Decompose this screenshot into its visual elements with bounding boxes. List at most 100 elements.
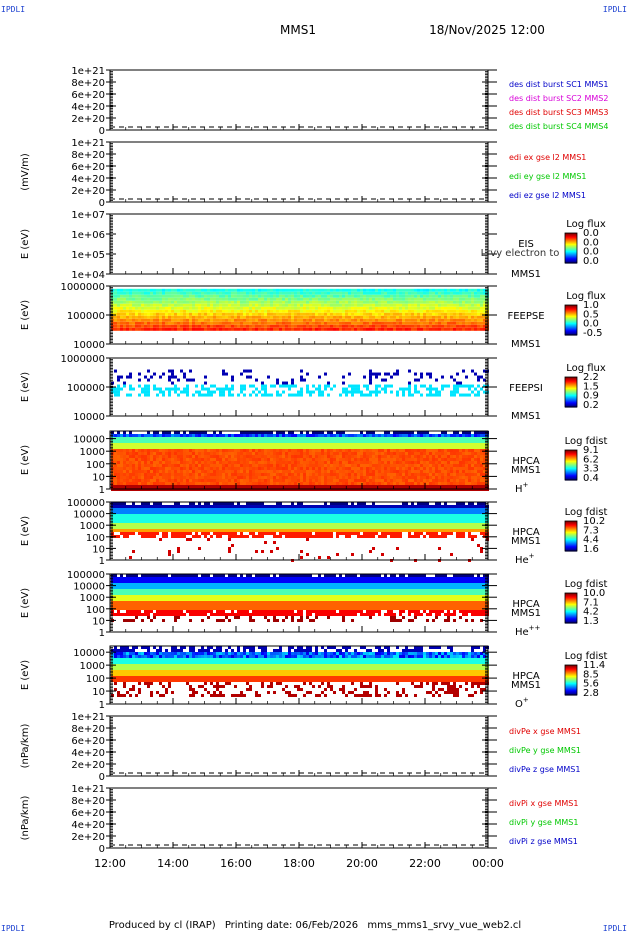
spectrogram-cell	[195, 327, 198, 331]
spectrogram-cell	[225, 372, 228, 376]
spectrogram-cell	[219, 291, 222, 295]
spectrogram-cell	[186, 312, 189, 316]
spectrogram-cells-feepse	[111, 288, 489, 331]
spectrogram-cell	[441, 446, 444, 449]
spectrogram-cell	[411, 321, 414, 325]
spectrogram-cell	[450, 452, 453, 455]
spectrogram-cell	[165, 455, 168, 458]
spectrogram-cell	[156, 482, 159, 485]
spectrogram-cell	[210, 306, 213, 310]
spectrogram-cell	[120, 294, 123, 298]
spectrogram-cell	[126, 306, 129, 310]
spectrogram-cell	[444, 479, 447, 482]
spectrogram-cell	[258, 473, 261, 476]
colorbar-segment	[565, 316, 577, 318]
spectrogram-cell	[360, 458, 363, 461]
spectrogram-cell	[294, 327, 297, 331]
spectrogram-cell	[375, 306, 378, 310]
spectrogram-cell	[417, 297, 420, 301]
colorbar-segment	[565, 253, 577, 255]
spectrogram-cell	[294, 315, 297, 319]
spectrogram-cell	[309, 297, 312, 301]
spectrogram-cell	[387, 470, 390, 473]
spectrogram-cell	[192, 306, 195, 310]
spectrogram-cell	[381, 452, 384, 455]
spectrogram-cell	[432, 324, 435, 328]
spectrogram-cell	[177, 476, 180, 479]
spectrogram-cell	[183, 437, 186, 440]
spectrogram-cell	[159, 375, 162, 379]
spectrogram-cell	[282, 431, 285, 434]
spectrogram-cell	[345, 434, 348, 437]
spectrogram-cell	[429, 321, 432, 325]
spectrogram-cell	[207, 321, 210, 325]
spectrogram-cell	[171, 467, 174, 470]
spectrogram-cell	[282, 476, 285, 479]
spectrogram-cell	[117, 440, 120, 443]
spectrogram-cell	[333, 440, 336, 443]
spectrogram-cell	[300, 300, 303, 304]
spectrogram-cell	[120, 455, 123, 458]
spectrogram-cell	[357, 476, 360, 479]
spectrogram-cell	[435, 315, 438, 319]
spectrogram-cell	[141, 476, 144, 479]
spectrogram-cell	[162, 297, 165, 301]
spectrogram-cell	[387, 372, 390, 376]
spectrogram-cell	[333, 446, 336, 449]
spectrogram-cell	[459, 434, 462, 437]
spectrogram-cell	[150, 437, 153, 440]
spectrogram-cell	[396, 297, 399, 301]
spectrogram-cell	[141, 458, 144, 461]
spectrogram-cell	[411, 458, 414, 461]
spectrogram-cell	[162, 470, 165, 473]
spectrogram-cell	[471, 467, 474, 470]
spectrogram-cell	[279, 303, 282, 307]
spectrogram-cell	[135, 482, 138, 485]
spectrogram-cell	[483, 321, 486, 325]
spectrogram-cell	[381, 288, 384, 292]
spectrogram-cell	[378, 324, 381, 328]
spectrogram-cell	[249, 434, 252, 437]
spectrogram-cell	[171, 297, 174, 301]
spectrogram-cell	[168, 437, 171, 440]
spectrogram-cell	[429, 294, 432, 298]
colorbar-segment	[565, 328, 577, 330]
spectrogram-cell	[261, 455, 264, 458]
colorbar-segment	[565, 318, 577, 320]
spectrogram-cell	[366, 300, 369, 304]
spectrogram-cell	[261, 294, 264, 298]
spectrogram-cell	[258, 440, 261, 443]
spectrogram-cell	[420, 461, 423, 464]
spectrogram-cell	[420, 452, 423, 455]
spectrogram-cell	[258, 324, 261, 328]
spectrogram-cell	[480, 464, 483, 467]
spectrogram-cell	[210, 482, 213, 485]
spectrogram-cell	[429, 306, 432, 310]
spectrogram-cell	[303, 321, 306, 325]
spectrogram-cell	[252, 476, 255, 479]
spectrogram-cell	[231, 434, 234, 437]
spectrogram-cell	[264, 294, 267, 298]
spectrogram-cell	[147, 327, 150, 331]
spectrogram-cell	[165, 306, 168, 310]
colorbar-segment	[565, 325, 577, 327]
spectrogram-cell	[345, 387, 348, 391]
spectrogram-cell	[255, 461, 258, 464]
spectrogram-cell	[270, 482, 273, 485]
spectrogram-cell	[342, 431, 345, 434]
spectrogram-cell	[327, 455, 330, 458]
spectrogram-cell	[171, 315, 174, 319]
spectrogram-cell	[147, 297, 150, 301]
spectrogram-cell	[444, 288, 447, 292]
spectrogram-cell	[162, 306, 165, 310]
spectrogram-cell	[372, 294, 375, 298]
spectrogram-cell	[207, 312, 210, 316]
spectrogram-cell	[150, 303, 153, 307]
spectrogram-cell	[174, 303, 177, 307]
spectrogram-cell	[339, 452, 342, 455]
colorbar-segment	[565, 245, 577, 247]
spectrogram-cell	[315, 288, 318, 292]
spectrogram-cell	[423, 473, 426, 476]
spectrogram-cell	[384, 446, 387, 449]
spectrogram-cell	[432, 294, 435, 298]
